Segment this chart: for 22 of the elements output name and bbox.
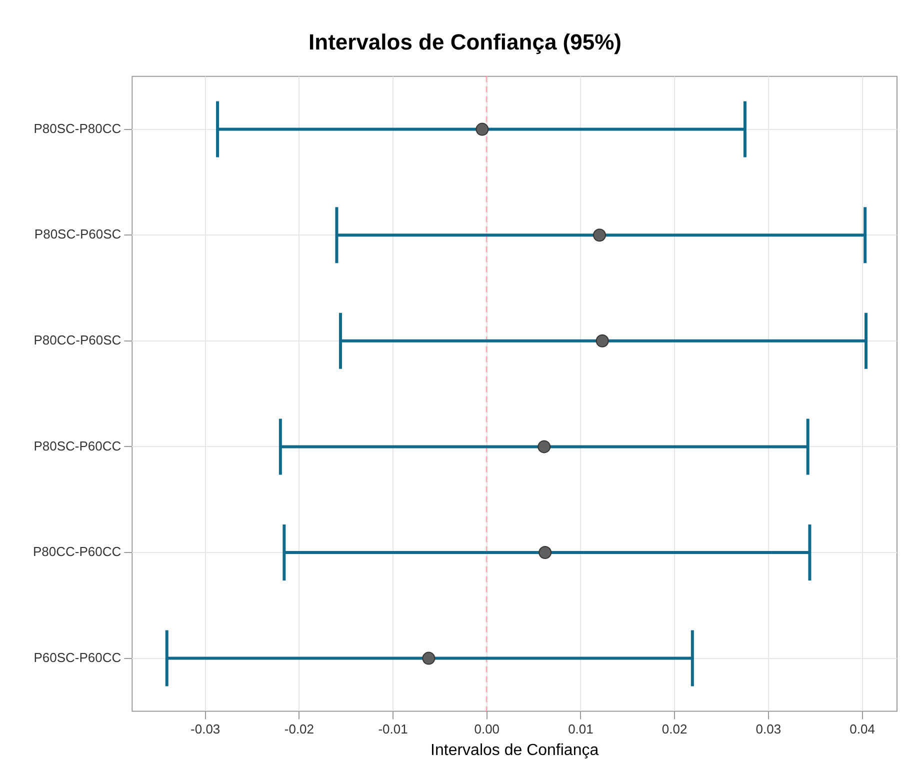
point bbox=[538, 440, 551, 454]
y-tick-label: P80CC-P60SC bbox=[34, 332, 122, 348]
point bbox=[593, 228, 606, 242]
x-tick-label: 0.00 bbox=[474, 722, 500, 737]
chart-title: Intervalos de Confiança (95%) bbox=[308, 29, 622, 54]
point bbox=[538, 546, 552, 559]
y-tick-label: P80SC-P80CC bbox=[34, 120, 122, 136]
y-tick-label: P80SC-P60CC bbox=[34, 438, 122, 454]
y-tick-label: P60SC-P60CC bbox=[34, 650, 122, 665]
point bbox=[596, 334, 609, 348]
x-tick-label: -0.01 bbox=[378, 722, 408, 737]
point bbox=[476, 122, 489, 136]
x-tick-label: -0.02 bbox=[284, 722, 314, 737]
x-tick-label: 0.01 bbox=[568, 722, 594, 737]
x-axis-title: Intervalos de Confiança bbox=[430, 742, 599, 759]
x-tick-label: 0.02 bbox=[662, 722, 688, 737]
x-tick-label: -0.03 bbox=[190, 722, 220, 737]
y-tick-label: P80CC-P60CC bbox=[32, 544, 122, 560]
y-tick-label: P80SC-P60SC bbox=[34, 226, 122, 242]
x-tick-label: 0.04 bbox=[850, 722, 875, 737]
point bbox=[422, 652, 436, 665]
x-tick-label: 0.03 bbox=[756, 722, 782, 737]
